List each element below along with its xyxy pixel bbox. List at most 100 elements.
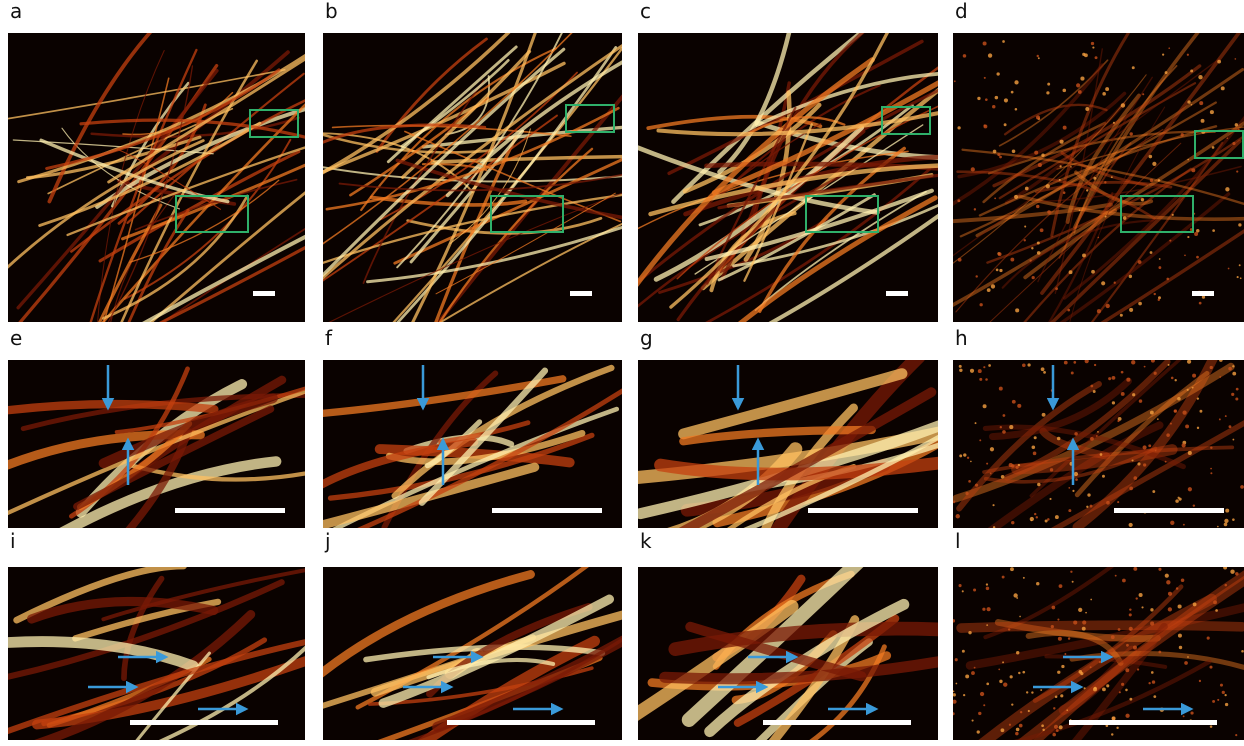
speckle (1072, 581, 1074, 583)
speckle (992, 105, 995, 108)
speckle (952, 712, 955, 715)
speckle (1009, 724, 1011, 726)
speckle (1158, 299, 1160, 301)
speckle (1183, 524, 1185, 526)
speckle (1011, 521, 1014, 524)
speckle (1190, 69, 1193, 72)
speckle (1104, 181, 1106, 183)
speckle (1070, 571, 1072, 573)
speckle (1194, 232, 1198, 236)
speckle (1090, 437, 1094, 441)
speckle (956, 514, 960, 518)
speckle (1106, 684, 1109, 687)
speckle (1154, 293, 1156, 295)
speckle (1112, 716, 1116, 720)
speckle (1225, 415, 1227, 417)
speckle (1123, 216, 1127, 220)
speckle (955, 658, 958, 661)
speckle (1237, 276, 1239, 278)
speckle (1071, 371, 1074, 374)
speckle (975, 484, 978, 487)
speckle (1063, 126, 1067, 130)
speckle (1072, 490, 1074, 492)
speckle (1008, 628, 1010, 630)
micrograph (0, 360, 361, 551)
speckle (1000, 426, 1002, 428)
speckle (1133, 645, 1137, 649)
speckle (967, 457, 969, 459)
speckle (1091, 42, 1094, 45)
speckle (1057, 671, 1060, 674)
speckle (1199, 101, 1203, 105)
speckle (1181, 133, 1184, 136)
speckle (1064, 361, 1068, 365)
speckle (1187, 100, 1190, 103)
speckle (1232, 365, 1234, 367)
speckle (1041, 367, 1045, 371)
speckle (968, 631, 971, 634)
speckle (1120, 314, 1123, 317)
speckle (1139, 593, 1143, 597)
speckle (1175, 379, 1177, 381)
speckle (1168, 364, 1170, 366)
speckle (1036, 582, 1039, 585)
speckle (1201, 119, 1205, 123)
speckle (1228, 367, 1232, 371)
speckle (1225, 584, 1228, 587)
speckle (1154, 372, 1157, 375)
speckle (978, 712, 981, 715)
speckle (1014, 195, 1018, 199)
speckle (983, 704, 985, 706)
speckle (1121, 371, 1124, 374)
speckle (998, 668, 1000, 670)
speckle (1066, 709, 1068, 711)
speckle (1091, 270, 1095, 274)
speckle (1063, 191, 1066, 194)
speckle (1158, 568, 1161, 571)
speckle (1178, 497, 1180, 499)
page: {"panels": [{"label": "a"}, {"label": "b… (0, 0, 1244, 746)
speckle (1049, 498, 1051, 500)
speckle (983, 125, 987, 129)
speckle (1026, 691, 1028, 693)
speckle (1056, 729, 1059, 732)
speckle (1193, 504, 1195, 506)
speckle (1158, 651, 1161, 654)
speckle (963, 54, 966, 57)
speckle (1047, 83, 1050, 86)
speckle (1181, 578, 1185, 582)
speckle (959, 365, 962, 368)
speckle (972, 719, 974, 721)
speckle (1024, 226, 1026, 228)
speckle (977, 97, 980, 100)
speckle (1132, 393, 1135, 396)
speckle (1106, 501, 1110, 505)
speckle (990, 447, 994, 451)
speckle (1028, 710, 1030, 712)
speckle (975, 275, 977, 277)
speckle (1192, 374, 1196, 378)
speckle (1079, 210, 1081, 212)
speckle (1108, 377, 1111, 380)
speckle (1152, 680, 1155, 683)
speckle (1174, 409, 1177, 412)
speckle (1054, 725, 1058, 729)
speckle (975, 422, 977, 424)
speckle (1224, 523, 1228, 527)
speckle (1092, 46, 1094, 48)
speckle (1010, 258, 1014, 262)
panel-label: d (955, 0, 968, 23)
speckle (1082, 253, 1086, 257)
speckle (1188, 487, 1192, 491)
speckle (986, 583, 988, 585)
speckle (1133, 476, 1137, 480)
speckle (1209, 666, 1212, 669)
speckle (1031, 247, 1033, 249)
speckle (1096, 435, 1098, 437)
speckle (1150, 608, 1153, 611)
speckle (1090, 385, 1093, 388)
speckle (1034, 151, 1038, 155)
speckle (1143, 445, 1147, 449)
speckle (999, 387, 1003, 391)
speckle (1236, 388, 1239, 391)
